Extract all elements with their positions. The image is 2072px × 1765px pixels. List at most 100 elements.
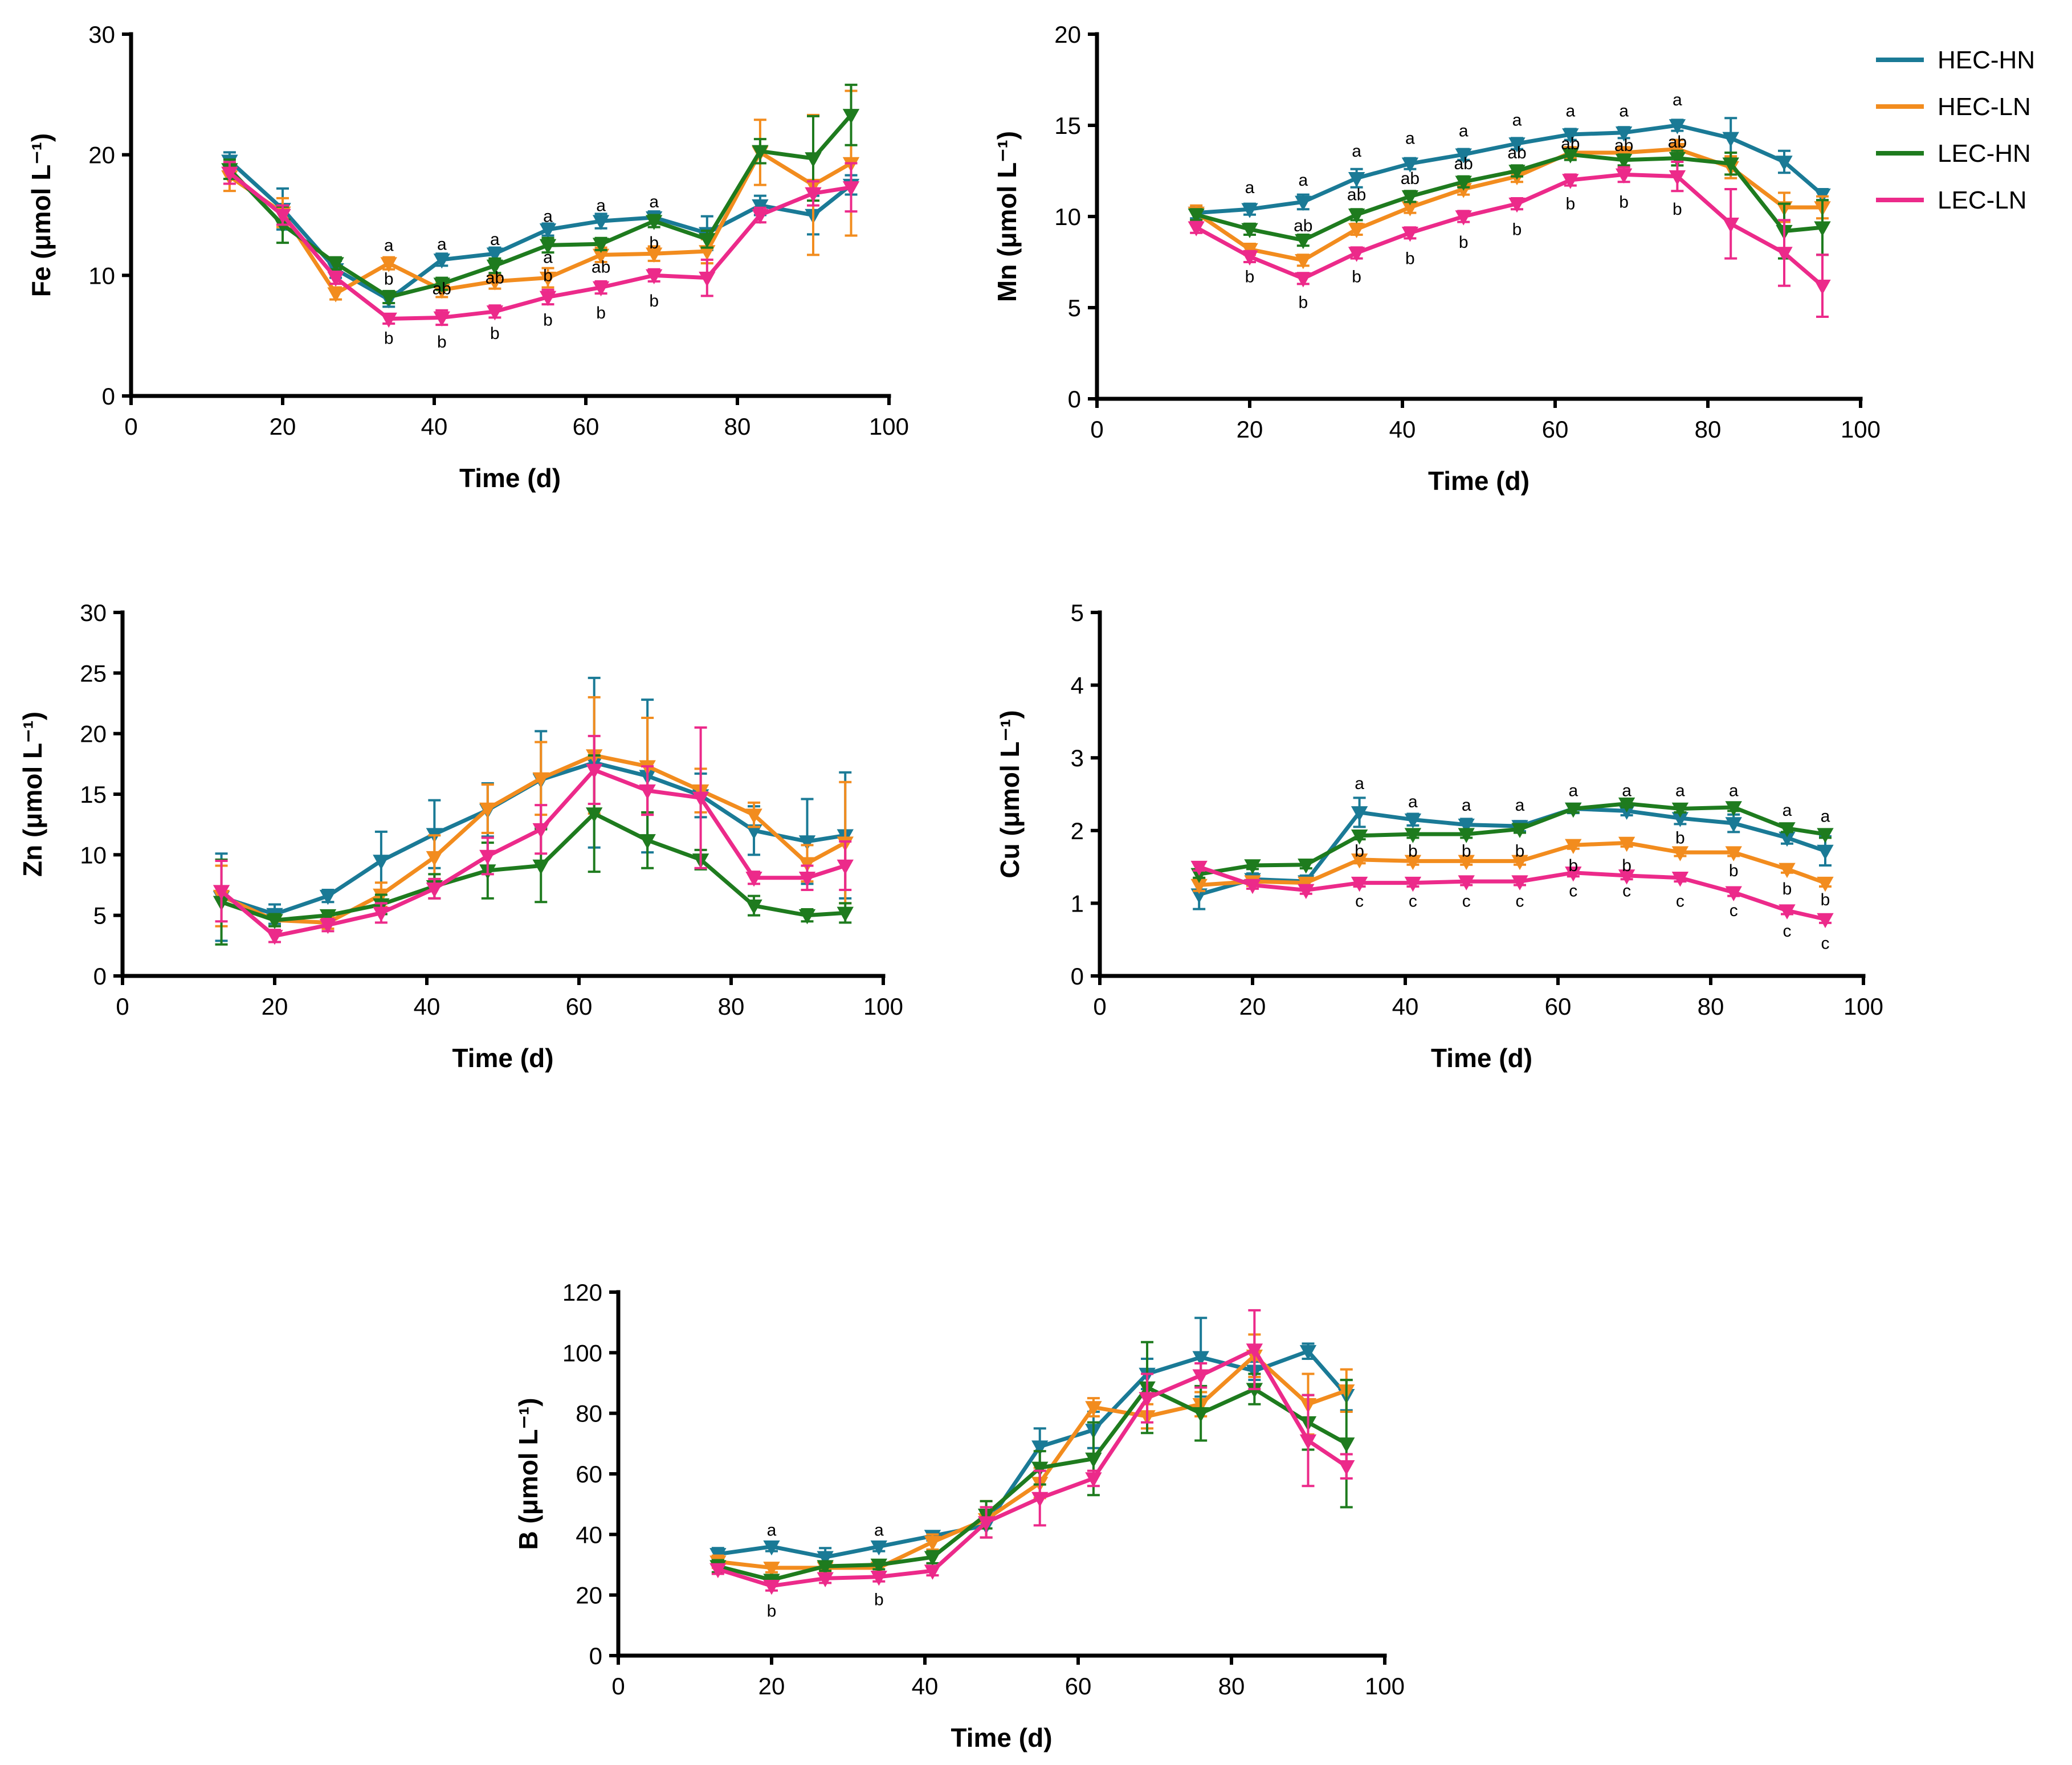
data-point[interactable] xyxy=(745,808,762,824)
data-point[interactable] xyxy=(1779,904,1796,920)
data-point[interactable] xyxy=(592,238,610,254)
data-point[interactable] xyxy=(837,906,854,922)
data-point[interactable] xyxy=(709,1563,727,1579)
data-point[interactable] xyxy=(380,257,397,272)
data-point[interactable] xyxy=(837,859,854,875)
data-point[interactable] xyxy=(1139,1392,1156,1407)
data-point[interactable] xyxy=(763,1562,780,1577)
data-point[interactable] xyxy=(646,215,663,230)
data-point[interactable] xyxy=(1031,1440,1049,1456)
data-point[interactable] xyxy=(1455,175,1472,191)
data-point[interactable] xyxy=(977,1516,995,1531)
legend-item-hec-ln[interactable]: HEC-LN xyxy=(1876,93,2031,121)
data-point[interactable] xyxy=(1817,876,1834,892)
data-point[interactable] xyxy=(817,1551,834,1566)
data-point[interactable] xyxy=(1817,913,1834,929)
data-point[interactable] xyxy=(319,918,337,934)
data-point[interactable] xyxy=(1298,884,1315,900)
data-point[interactable] xyxy=(924,1535,941,1551)
data-point[interactable] xyxy=(586,763,603,779)
data-point[interactable] xyxy=(1565,802,1582,818)
data-point[interactable] xyxy=(327,257,344,272)
data-point[interactable] xyxy=(805,187,822,203)
data-point[interactable] xyxy=(1338,1437,1355,1453)
data-point[interactable] xyxy=(752,199,769,215)
data-point[interactable] xyxy=(532,772,549,788)
data-point[interactable] xyxy=(1188,209,1205,224)
data-point[interactable] xyxy=(1192,1351,1209,1367)
data-point[interactable] xyxy=(433,311,450,327)
data-point[interactable] xyxy=(763,1540,780,1556)
data-point[interactable] xyxy=(327,271,344,287)
data-point[interactable] xyxy=(539,223,557,239)
data-point[interactable] xyxy=(1722,132,1739,148)
data-point[interactable] xyxy=(433,277,450,293)
data-point[interactable] xyxy=(1814,221,1831,236)
data-point[interactable] xyxy=(1814,279,1831,295)
data-point[interactable] xyxy=(1190,860,1208,876)
data-point[interactable] xyxy=(1241,250,1258,266)
data-point[interactable] xyxy=(1508,165,1526,180)
data-point[interactable] xyxy=(646,269,663,285)
data-point[interactable] xyxy=(817,1560,834,1575)
data-point[interactable] xyxy=(1722,157,1739,173)
data-point[interactable] xyxy=(692,791,709,807)
data-point[interactable] xyxy=(639,784,656,800)
data-point[interactable] xyxy=(699,233,716,248)
data-point[interactable] xyxy=(426,882,443,898)
data-point[interactable] xyxy=(1401,227,1419,242)
data-point[interactable] xyxy=(1241,223,1258,239)
data-point[interactable] xyxy=(433,254,450,269)
data-point[interactable] xyxy=(1348,247,1365,262)
data-point[interactable] xyxy=(1246,1343,1263,1359)
data-point[interactable] xyxy=(592,281,610,297)
data-point[interactable] xyxy=(1562,128,1579,144)
data-point[interactable] xyxy=(1725,817,1742,832)
data-point[interactable] xyxy=(924,1564,941,1580)
data-point[interactable] xyxy=(1776,247,1793,262)
data-point[interactable] xyxy=(426,851,443,867)
data-point[interactable] xyxy=(486,259,504,275)
data-point[interactable] xyxy=(1725,886,1742,901)
data-point[interactable] xyxy=(1298,859,1315,874)
data-point[interactable] xyxy=(586,807,603,823)
data-point[interactable] xyxy=(266,914,283,929)
data-point[interactable] xyxy=(1615,154,1633,169)
data-point[interactable] xyxy=(1565,867,1582,882)
data-point[interactable] xyxy=(1817,828,1834,843)
legend-item-lec-ln[interactable]: LEC-LN xyxy=(1876,186,2027,214)
data-point[interactable] xyxy=(752,209,769,224)
data-point[interactable] xyxy=(1298,876,1315,892)
data-point[interactable] xyxy=(1511,875,1528,890)
data-point[interactable] xyxy=(1299,1345,1317,1360)
data-point[interactable] xyxy=(1562,174,1579,189)
data-point[interactable] xyxy=(842,181,860,197)
data-point[interactable] xyxy=(1458,828,1475,843)
data-point[interactable] xyxy=(1565,839,1582,855)
data-point[interactable] xyxy=(798,857,816,872)
data-point[interactable] xyxy=(745,899,762,915)
data-point[interactable] xyxy=(1669,152,1686,167)
data-point[interactable] xyxy=(539,271,557,287)
data-point[interactable] xyxy=(1404,855,1422,871)
data-point[interactable] xyxy=(1455,148,1472,164)
data-point[interactable] xyxy=(373,906,390,922)
data-point[interactable] xyxy=(213,885,230,900)
data-point[interactable] xyxy=(319,909,337,925)
data-point[interactable] xyxy=(479,802,496,818)
data-point[interactable] xyxy=(842,109,860,124)
data-point[interactable] xyxy=(1241,203,1258,218)
data-point[interactable] xyxy=(539,239,557,255)
data-point[interactable] xyxy=(479,849,496,865)
legend-item-hec-hn[interactable]: HEC-HN xyxy=(1876,46,2035,74)
data-point[interactable] xyxy=(1401,157,1419,173)
data-point[interactable] xyxy=(924,1551,941,1566)
data-point[interactable] xyxy=(1351,806,1368,822)
data-point[interactable] xyxy=(486,275,504,291)
data-point[interactable] xyxy=(1351,853,1368,869)
data-point[interactable] xyxy=(1615,168,1633,184)
data-point[interactable] xyxy=(1404,876,1422,892)
data-point[interactable] xyxy=(1404,813,1422,829)
data-point[interactable] xyxy=(1348,209,1365,224)
data-point[interactable] xyxy=(380,291,397,307)
